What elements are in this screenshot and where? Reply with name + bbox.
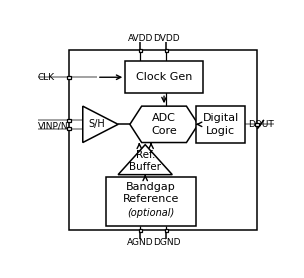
Text: (optional): (optional) xyxy=(127,208,175,218)
Text: Ref.
Buffer: Ref. Buffer xyxy=(129,150,161,172)
Polygon shape xyxy=(83,106,118,143)
Bar xyxy=(139,49,142,52)
Bar xyxy=(69,51,257,230)
Bar xyxy=(164,229,168,232)
Bar xyxy=(67,119,71,122)
Text: VINP/N: VINP/N xyxy=(38,121,69,130)
Text: AVDD: AVDD xyxy=(128,34,153,43)
Bar xyxy=(164,49,168,52)
Text: ADC
Core: ADC Core xyxy=(151,113,177,136)
Text: AGND: AGND xyxy=(127,238,154,247)
Polygon shape xyxy=(130,106,198,143)
Text: Digital
Logic: Digital Logic xyxy=(202,113,239,136)
Text: Clock Gen: Clock Gen xyxy=(136,72,192,82)
Bar xyxy=(255,123,259,126)
Bar xyxy=(196,106,245,143)
Bar xyxy=(139,229,142,232)
Polygon shape xyxy=(118,145,172,175)
Text: DGND: DGND xyxy=(153,238,180,247)
Text: DVDD: DVDD xyxy=(153,34,180,43)
Bar xyxy=(67,127,71,130)
Bar xyxy=(125,61,203,93)
Text: S/H: S/H xyxy=(88,119,105,129)
Bar xyxy=(106,177,196,226)
Text: Bandgap
Reference: Bandgap Reference xyxy=(123,182,179,204)
Bar xyxy=(67,76,71,79)
Text: CLK: CLK xyxy=(38,73,55,82)
Text: DOUT: DOUT xyxy=(248,120,274,129)
